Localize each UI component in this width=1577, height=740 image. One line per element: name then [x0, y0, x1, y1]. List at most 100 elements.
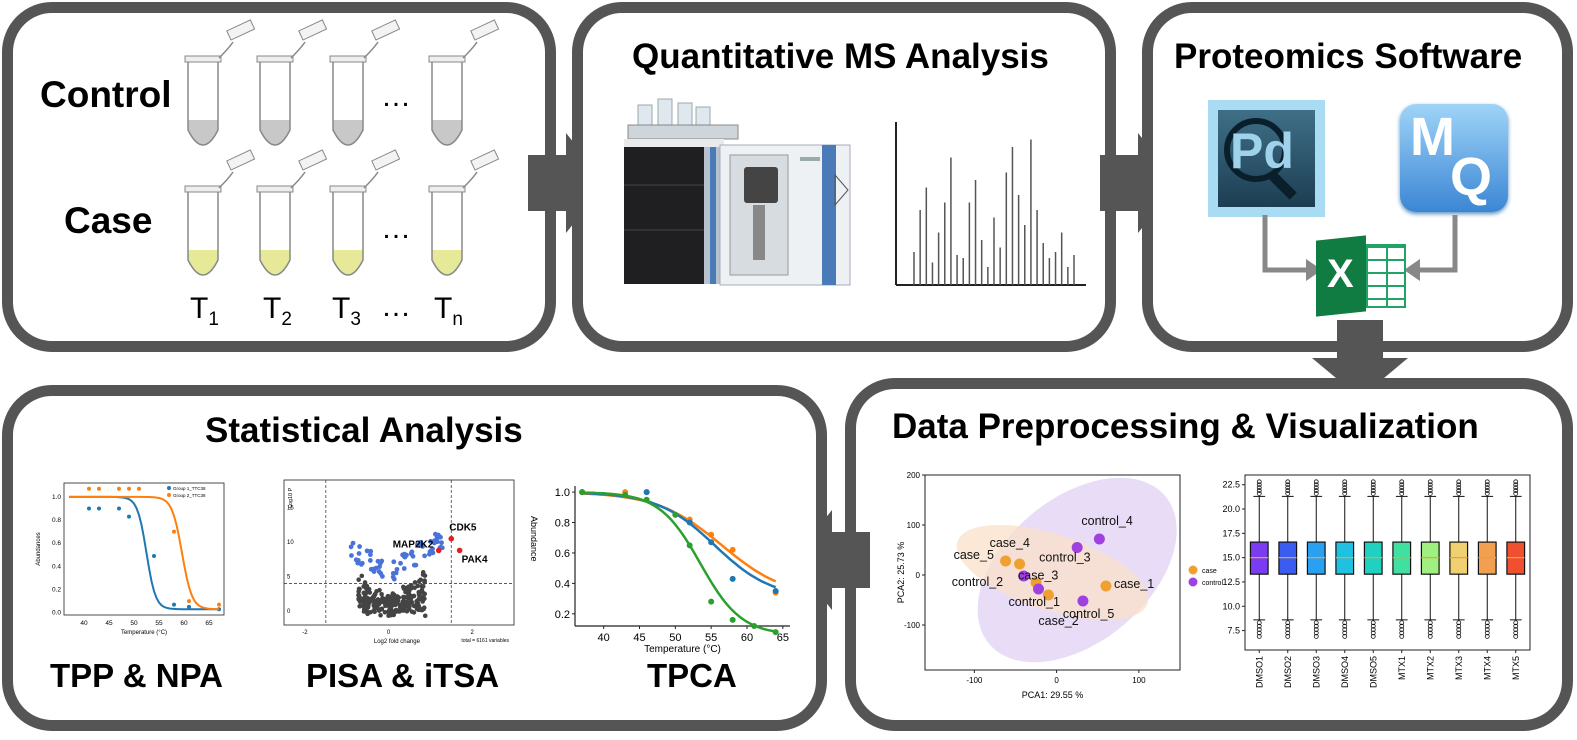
tube-hinge [363, 41, 379, 59]
volcano-point [359, 561, 364, 567]
tube-cap [298, 149, 328, 171]
tpca-data-point [643, 489, 650, 496]
tpca-y-tick-label: 0.6 [555, 548, 570, 560]
boxplot-outlier [1427, 491, 1433, 496]
boxplot-outlier [1456, 488, 1462, 493]
pca-point-label: control_5 [1063, 607, 1114, 621]
volcano-point [356, 551, 362, 556]
tube-cap [470, 149, 500, 171]
volcano-point [379, 598, 385, 604]
tpp-x-tick-label: 55 [155, 620, 163, 627]
tube-rim [256, 55, 294, 63]
tube-icon [256, 149, 328, 276]
tpp-x-tick-label: 45 [105, 620, 113, 627]
tpca-data-point [708, 539, 715, 546]
pca-x-label: PCA1: 29.55 % [1022, 690, 1084, 700]
volcano-point [401, 566, 407, 571]
volcano-highlighted-point [456, 547, 463, 554]
volcano-frame [283, 479, 515, 626]
volcano-point [367, 598, 373, 604]
volcano-point [382, 609, 388, 615]
boxplot-outlier [1285, 630, 1291, 636]
boxplot-outlier [1256, 630, 1262, 636]
boxplot-outlier [1399, 479, 1405, 485]
temp-label-n: Tn [434, 292, 463, 330]
volcano-point [376, 569, 382, 574]
boxplot-outlier [1513, 488, 1519, 493]
tube-hinge [462, 41, 478, 59]
preprocessing-title: Data Preprocessing & Visualization [892, 407, 1479, 446]
tube-liquid [432, 250, 462, 275]
flow-arrow-left-icon [792, 510, 870, 610]
pca-plot: -100 0 100 -100 0 100 200 PCA1: 29.55 % PCA2: 25… [896, 471, 1223, 700]
boxplot-frame [1244, 474, 1531, 651]
tpp-data-point [217, 602, 221, 607]
volcano-point [387, 598, 393, 603]
pca-y-tick-label: 200 [907, 471, 921, 480]
boxplot-outlier [1484, 485, 1490, 491]
maxquant-logo: M Q [1400, 104, 1508, 212]
pca-point-label: case_2 [1038, 614, 1078, 628]
volcano-point [428, 538, 434, 544]
boxplot-outlier [1513, 479, 1519, 485]
tube-rim [329, 55, 367, 63]
boxplot-y-tick-label: 22.5 [1222, 480, 1240, 490]
excel-logo-text: X [1327, 252, 1354, 296]
boxplot-outlier [1427, 623, 1433, 629]
tpca-y-tick-label: 0.8 [555, 518, 570, 530]
boxplot-outlier [1342, 627, 1348, 632]
volcano-plot: -2 0 2 0 5 10 15 Log2 fold change -Log10 P total … [283, 479, 515, 645]
tube-icon [184, 19, 256, 146]
tube-liquid [260, 120, 290, 145]
boxplot-outlier [1256, 479, 1262, 485]
volcano-point [400, 604, 405, 610]
tube-cap [371, 149, 401, 171]
excel-logo: X [1316, 235, 1406, 317]
pca-x-tick-label: 100 [1132, 676, 1146, 685]
ellipsis-case: … [381, 212, 411, 245]
boxplot-outlier [1484, 620, 1490, 626]
tube-liquid [188, 250, 218, 275]
tpca-data-point [772, 629, 779, 636]
tpp-x-tick-label: 65 [205, 620, 213, 627]
boxplot-y-tick-label: 17.5 [1222, 528, 1240, 538]
boxplot-outlier [1513, 630, 1519, 636]
tpca-y-tick-label: 0.2 [555, 609, 570, 621]
software-title: Proteomics Software [1174, 37, 1523, 76]
boxplot-outlier [1456, 623, 1462, 629]
boxplot-outlier [1342, 488, 1348, 493]
pca-point [1033, 583, 1045, 595]
boxplot-outlier [1513, 623, 1519, 629]
boxplot-outlier [1484, 627, 1490, 632]
volcano-point [407, 600, 413, 606]
volcano-point [383, 603, 388, 609]
volcano-point [367, 558, 373, 563]
pca-legend-marker [1188, 565, 1198, 575]
volcano-point [412, 580, 418, 585]
boxplot-outlier [1484, 623, 1490, 629]
volcano-point [407, 586, 412, 591]
volcano-point [375, 597, 381, 603]
volcano-point [398, 560, 403, 566]
volcano-point [420, 584, 426, 589]
boxplot-outlier [1399, 491, 1405, 496]
volcano-highlighted-point [435, 547, 442, 554]
case-confidence-ellipse [956, 524, 1149, 621]
tpp-data-point [97, 486, 101, 491]
volcano-point [416, 589, 422, 595]
boxplot-outlier [1456, 630, 1462, 636]
pca-y-tick-label: 100 [907, 521, 921, 530]
pca-point-label: control_4 [1081, 514, 1132, 528]
tpca-data-point [729, 575, 736, 582]
boxplot-x-tick-label: MTX2 [1425, 656, 1435, 680]
tpp-y-tick-label: 1.0 [52, 494, 61, 501]
boxplot-outlier [1399, 623, 1405, 629]
tpp-data-point [187, 604, 191, 609]
volcano-point [389, 603, 395, 608]
volcano-x-tick-label: 2 [471, 630, 475, 636]
proteome-discoverer-logo: Pd [1208, 100, 1325, 217]
volcano-point [421, 606, 426, 612]
tpca-fit-curve [582, 491, 777, 589]
tube-cap [371, 19, 401, 41]
pca-point-label: case_4 [990, 536, 1030, 550]
